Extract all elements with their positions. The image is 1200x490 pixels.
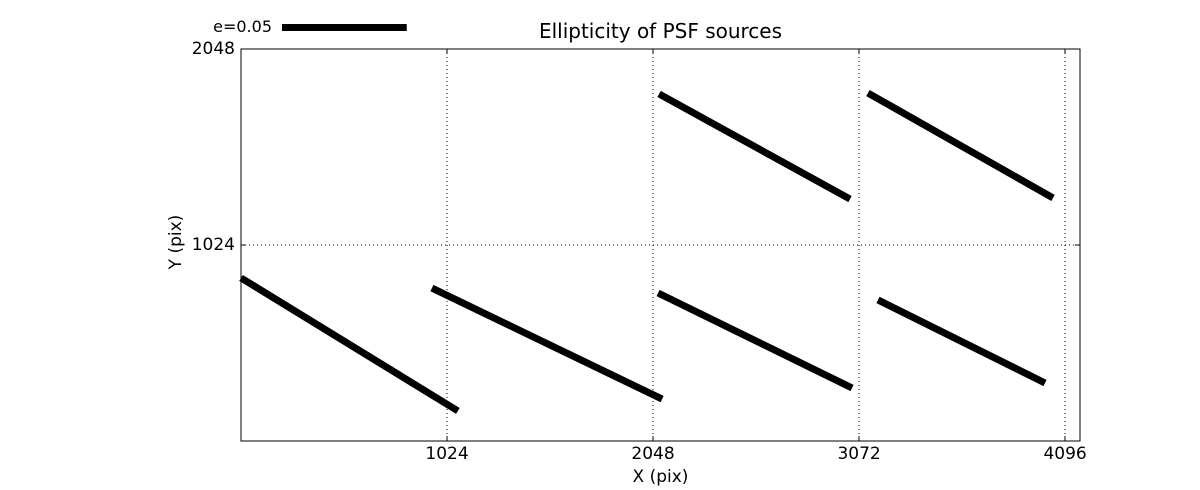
psf-whisker-segment-3 [656,289,854,392]
y-tick-label-1024: 1024 [191,235,235,255]
y-tick-label-2048: 2048 [191,39,235,59]
x-axis-label: X (pix) [632,467,689,487]
psf-whisker-segment-6 [866,89,1055,201]
x-tick-label-2048: 2048 [631,444,675,464]
psf-whisker-segment-5 [657,90,852,203]
x-tick-label-1024: 1024 [425,444,469,464]
axes-frame [240,48,1081,442]
x-tick-label-3072: 3072 [837,444,881,464]
x-tick-label-4096: 4096 [1043,444,1087,464]
chart-title: Ellipticity of PSF sources [538,19,783,43]
psf-whisker-segment-1 [239,274,460,414]
psf-whisker-segment-4 [876,296,1047,387]
legend-scale-bar [282,24,407,31]
psf-whisker-segment-2 [430,284,664,403]
legend-label: e=0.05 [213,17,272,36]
